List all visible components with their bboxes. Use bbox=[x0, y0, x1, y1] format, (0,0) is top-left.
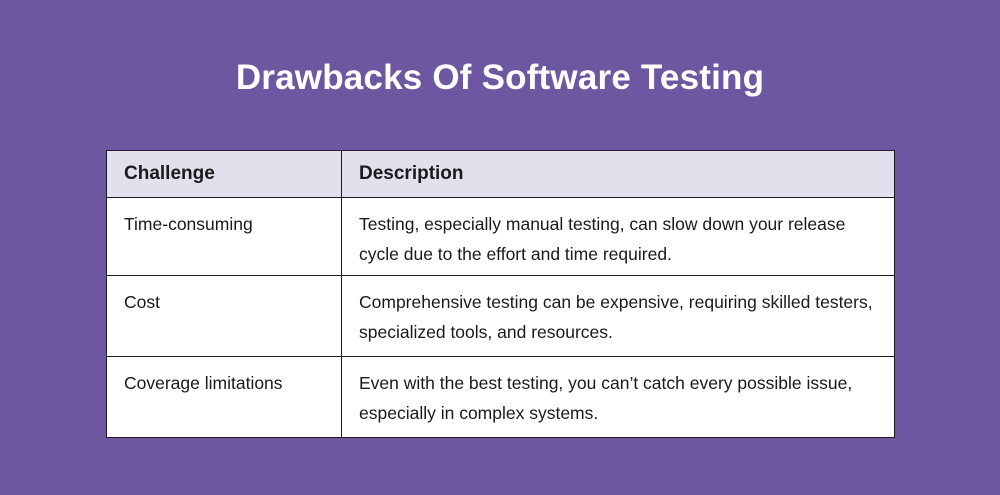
drawbacks-table: Challenge Description Time-consuming Tes… bbox=[106, 150, 895, 438]
table-row: Cost Comprehensive testing can be expens… bbox=[106, 275, 895, 357]
table-row: Time-consuming Testing, especially manua… bbox=[106, 197, 895, 276]
page-title: Drawbacks Of Software Testing bbox=[235, 58, 765, 97]
header-description: Description bbox=[341, 150, 895, 198]
header-challenge: Challenge bbox=[106, 150, 342, 198]
description-cell: Even with the best testing, you can’t ca… bbox=[341, 356, 895, 438]
table-row: Coverage limitations Even with the best … bbox=[106, 356, 895, 438]
description-cell: Testing, especially manual testing, can … bbox=[341, 197, 895, 276]
challenge-cell: Cost bbox=[106, 275, 342, 357]
table-header-row: Challenge Description bbox=[106, 150, 895, 198]
description-cell: Comprehensive testing can be expensive, … bbox=[341, 275, 895, 357]
challenge-cell: Coverage limitations bbox=[106, 356, 342, 438]
challenge-cell: Time-consuming bbox=[106, 197, 342, 276]
